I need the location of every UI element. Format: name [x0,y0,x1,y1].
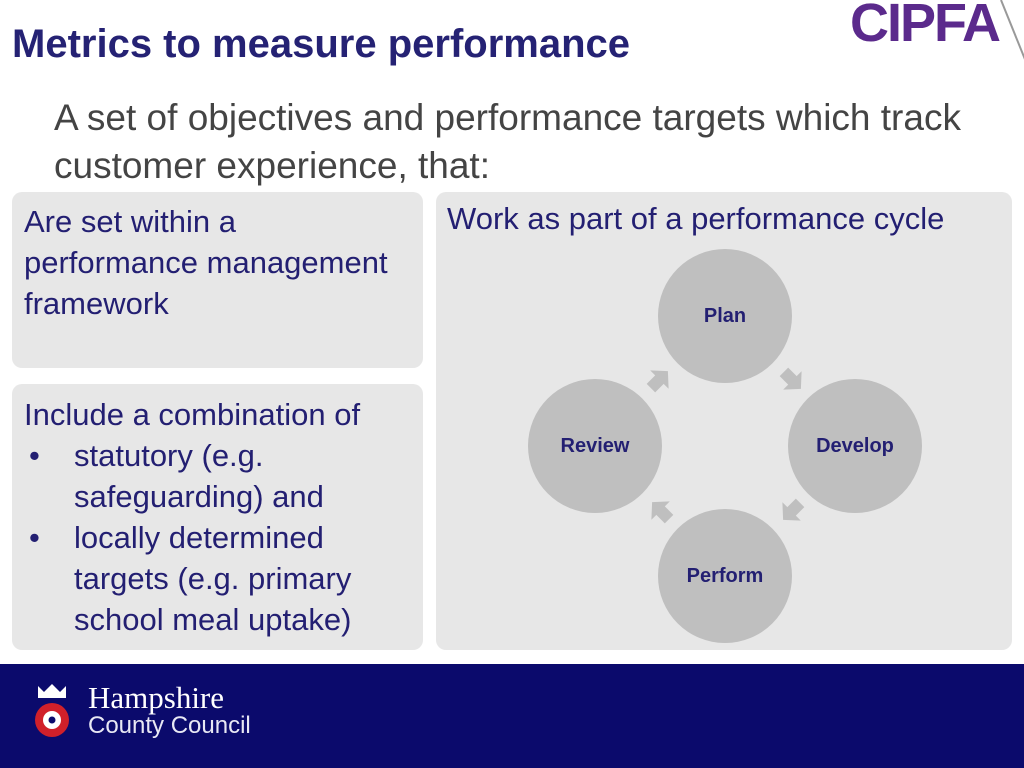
list-item: statutory (e.g. safeguarding) and [24,435,411,517]
intro-text: A set of objectives and performance targ… [54,97,961,186]
combination-lead: Include a combination of [24,397,361,432]
footer-bar [0,664,1024,768]
list-item: locally determined targets (e.g. primary… [24,517,411,640]
stage-label: Plan [703,304,747,327]
combination-list: statutory (e.g. safeguarding) and locall… [24,435,411,640]
cipfa-logo: CIPFA [850,0,1001,53]
stage-label: Develop [816,434,894,457]
arrow-icon [779,367,802,390]
cycle-arrows [646,367,805,524]
stage-review: Review [528,379,662,513]
arrow-icon [651,501,674,524]
hampshire-rose-crown-icon [35,684,69,737]
org-name-line2: County Council [88,712,251,739]
stage-develop: Develop [788,379,922,513]
logo-divider [1000,0,1024,66]
arrow-icon [646,370,669,393]
combination-box: Include a combination of statutory (e.g.… [12,384,423,650]
framework-text: Are set within a performance management … [24,204,388,321]
stage-label: Review [560,434,630,457]
arrow-icon [782,498,805,521]
framework-box: Are set within a performance management … [12,192,423,368]
stage-label: Perform [686,564,764,587]
cycle-box: Work as part of a performance cycle Plan… [436,192,1012,650]
slide-title: Metrics to measure performance [12,22,631,66]
cycle-heading: Work as part of a performance cycle [447,201,945,236]
stage-perform: Perform [658,509,792,643]
stage-plan: Plan [658,249,792,383]
org-name-line1: Hampshire [88,680,225,715]
